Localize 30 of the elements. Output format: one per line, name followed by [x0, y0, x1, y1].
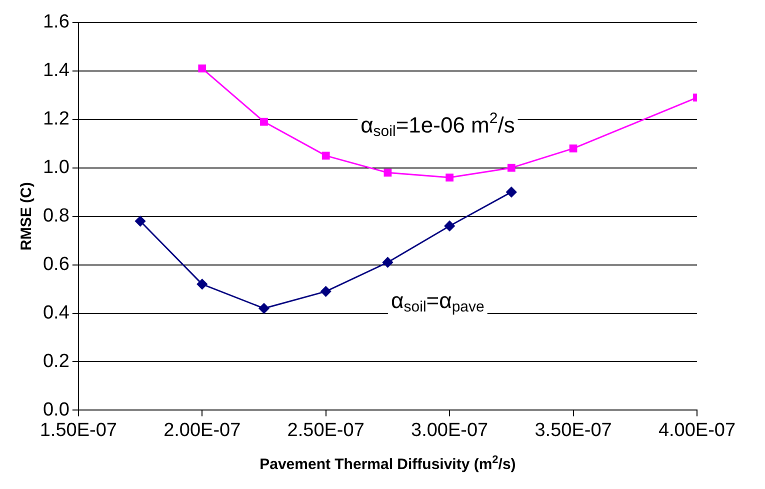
y-tick-label: 0.6 [42, 254, 70, 276]
point [382, 257, 393, 268]
x-tick-label: 4.00E-07 [658, 420, 736, 441]
point [384, 168, 392, 177]
y-tick-label: 0.8 [42, 206, 70, 227]
y-tick-label: 1.4 [42, 60, 70, 82]
point [444, 220, 455, 232]
y-tick-label: 0.0 [42, 399, 70, 420]
point [446, 174, 454, 182]
x-tick-label: 2.50E-07 [287, 420, 364, 441]
x-tick-label: 3.50E-07 [534, 420, 612, 441]
point [258, 303, 270, 314]
y-tick-label: 0.4 [42, 302, 70, 324]
point [506, 186, 517, 198]
point [198, 64, 206, 72]
point [320, 286, 332, 297]
x-tick-label: 3.00E-07 [411, 420, 488, 441]
y-axis-title: RMSE (C) [18, 182, 36, 250]
point [569, 144, 578, 152]
point [135, 216, 146, 226]
point [507, 164, 516, 172]
x-tick-label: 1.50E-07 [40, 420, 117, 441]
point [260, 118, 268, 126]
y-tick-label: 1.2 [42, 108, 70, 130]
point [196, 278, 208, 290]
point [322, 152, 330, 160]
x-tick-label: 2.00E-07 [164, 420, 241, 441]
y-tick-label: 1.6 [42, 12, 70, 33]
y-tick-label: 0.2 [42, 350, 70, 372]
y-tick-label: 1.0 [42, 157, 70, 178]
